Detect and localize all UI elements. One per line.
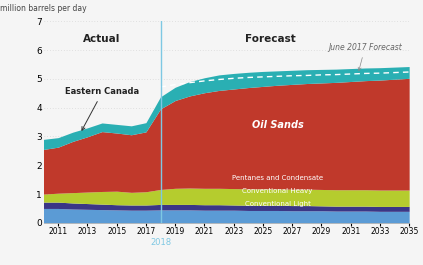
Text: Eastern Canada: Eastern Canada bbox=[66, 87, 140, 130]
Text: Conventional Heavy: Conventional Heavy bbox=[242, 188, 313, 194]
Text: Actual: Actual bbox=[83, 34, 121, 44]
Text: Pentanes and Condensate: Pentanes and Condensate bbox=[232, 175, 323, 181]
Text: 2018: 2018 bbox=[150, 238, 171, 247]
Text: Forecast: Forecast bbox=[245, 34, 296, 44]
Text: June 2017 Forecast: June 2017 Forecast bbox=[328, 43, 402, 70]
Text: Conventional Light: Conventional Light bbox=[244, 201, 310, 207]
Text: Oil Sands: Oil Sands bbox=[252, 120, 303, 130]
Text: million barrels per day: million barrels per day bbox=[0, 4, 86, 13]
